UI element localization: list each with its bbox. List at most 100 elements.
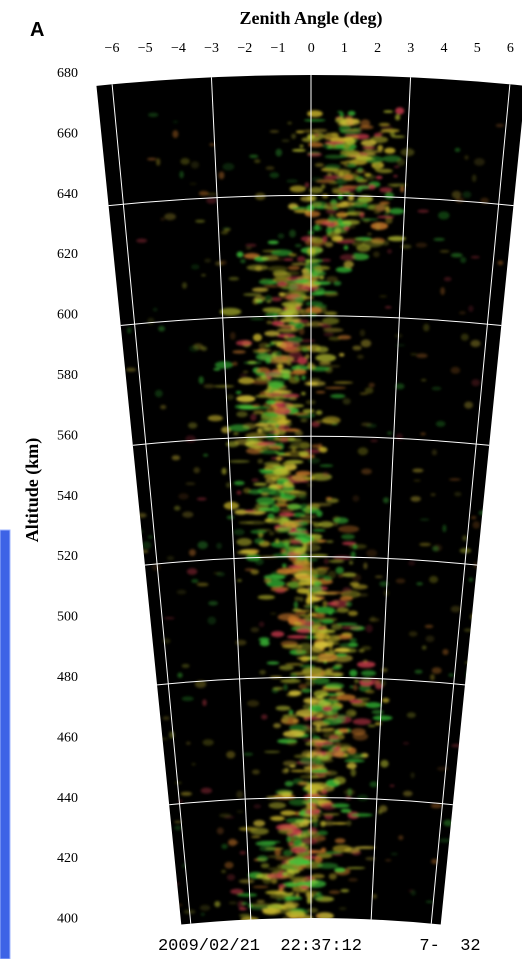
echo: [408, 560, 416, 566]
echo: [345, 601, 352, 607]
echo: [317, 653, 338, 661]
echo: [439, 838, 452, 843]
echo: [402, 742, 410, 745]
echo: [251, 478, 259, 483]
y-tick-label: 400: [57, 912, 78, 927]
echo: [408, 631, 418, 637]
echo: [281, 875, 291, 879]
echo: [335, 117, 346, 124]
echo: [232, 350, 246, 354]
echo: [171, 903, 183, 907]
echo: [78, 415, 87, 417]
echo: [313, 133, 320, 137]
echo: [125, 367, 137, 372]
echo: [306, 503, 321, 510]
echo: [384, 192, 395, 200]
echo: [380, 759, 389, 768]
echo: [96, 476, 102, 483]
echo: [391, 135, 405, 138]
echo: [442, 649, 449, 655]
echo: [289, 428, 299, 431]
echo: [382, 697, 390, 703]
echo: [367, 232, 372, 236]
echo: [238, 879, 255, 884]
echo: [291, 263, 308, 265]
echo: [326, 226, 332, 235]
echo: [430, 674, 435, 681]
echo: [309, 186, 323, 194]
echo: [343, 789, 356, 796]
echo: [292, 149, 306, 152]
echo: [191, 264, 200, 270]
echo: [359, 392, 368, 395]
echo: [361, 468, 372, 475]
echo: [257, 458, 264, 464]
echo: [289, 320, 295, 324]
echo: [303, 449, 322, 454]
echo: [490, 606, 502, 615]
echo: [189, 549, 196, 557]
echo: [285, 817, 306, 824]
echo: [431, 858, 438, 865]
echo: [403, 790, 413, 797]
echo: [117, 484, 129, 493]
echo: [308, 378, 321, 381]
y-tick-label: 460: [57, 730, 78, 745]
echo: [468, 577, 473, 582]
echo: [209, 143, 215, 147]
echo: [257, 595, 275, 600]
x-tick-label: 2: [374, 41, 381, 56]
echo: [308, 704, 324, 713]
echo: [269, 172, 280, 179]
echo: [286, 179, 298, 183]
echo: [343, 245, 349, 250]
echo: [497, 260, 504, 266]
echo: [252, 885, 269, 889]
echo: [176, 589, 187, 595]
echo: [442, 524, 447, 533]
echo: [308, 612, 318, 617]
echo: [347, 225, 356, 229]
echo: [325, 176, 346, 179]
echo: [276, 489, 285, 492]
echo: [352, 345, 362, 351]
echo: [253, 482, 268, 486]
echo: [287, 121, 292, 125]
echo: [325, 209, 337, 214]
echo: [294, 596, 301, 601]
echo: [348, 878, 358, 882]
echo: [321, 193, 329, 199]
echo: [298, 581, 319, 586]
echo: [243, 752, 254, 756]
echo: [305, 680, 315, 687]
echo: [356, 593, 369, 597]
echo: [323, 558, 330, 565]
echo: [326, 146, 332, 150]
grid-line: [210, 74, 252, 925]
echo: [451, 190, 462, 199]
echo: [340, 808, 352, 813]
echo: [487, 595, 497, 600]
echo: [182, 511, 194, 518]
echo: [356, 199, 370, 202]
echo: [266, 873, 284, 879]
echo: [274, 527, 293, 532]
echo: [297, 356, 308, 365]
echo: [351, 253, 370, 261]
echo: [238, 521, 254, 524]
echo: [289, 838, 296, 841]
echo: [267, 240, 279, 245]
echo: [439, 250, 450, 253]
echo: [337, 734, 345, 740]
echo: [236, 538, 252, 546]
echo: [338, 201, 355, 208]
echo: [324, 241, 334, 248]
echo: [298, 494, 307, 500]
echo: [263, 574, 286, 580]
echo: [326, 634, 341, 642]
echo: [113, 525, 125, 533]
echo: [360, 339, 372, 348]
echo: [263, 461, 281, 467]
echo: [417, 209, 430, 213]
echo: [312, 529, 326, 532]
